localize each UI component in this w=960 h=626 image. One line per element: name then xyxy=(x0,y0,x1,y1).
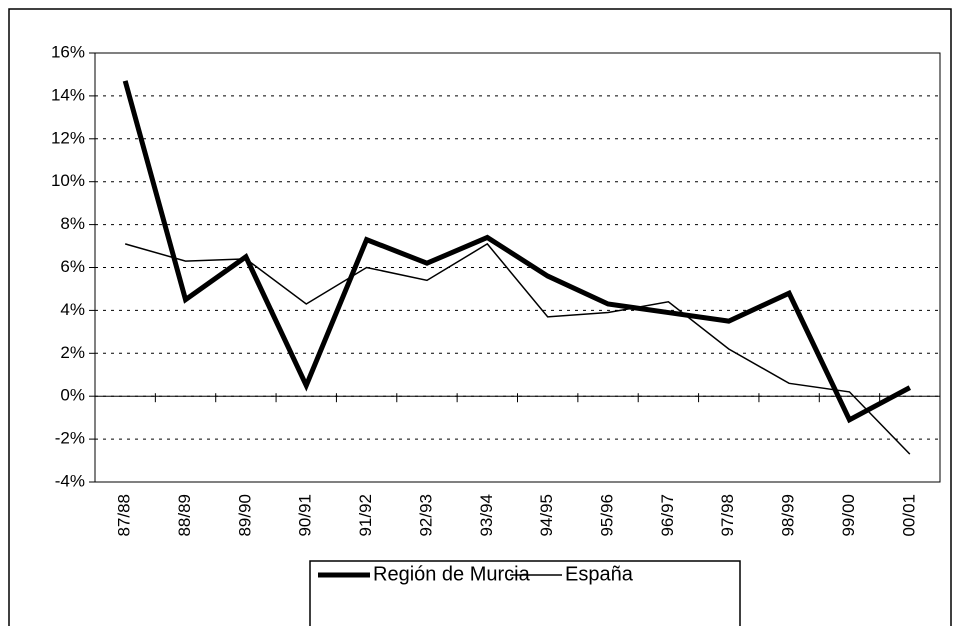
y-tick-label: 4% xyxy=(60,300,85,319)
y-tick-label: 12% xyxy=(51,128,85,147)
x-tick-label: 96/97 xyxy=(658,494,677,537)
series-line xyxy=(124,242,911,455)
legend-label: Región de Murcia xyxy=(373,563,531,585)
x-tick-label: 98/99 xyxy=(779,494,798,537)
legend-label: España xyxy=(565,563,634,585)
y-tick-label: 16% xyxy=(51,42,85,61)
series-line xyxy=(122,80,911,424)
y-tick-label: -4% xyxy=(55,471,85,490)
legend-box xyxy=(309,560,741,626)
x-tick-label: 91/92 xyxy=(356,494,375,537)
x-tick-label: 93/94 xyxy=(477,494,496,537)
y-tick-label: -2% xyxy=(55,429,85,448)
y-tick-label: 10% xyxy=(51,171,85,190)
y-tick-label: 2% xyxy=(60,343,85,362)
x-tick-label: 87/88 xyxy=(115,494,134,537)
y-tick-label: 8% xyxy=(60,214,85,233)
x-tick-label: 99/00 xyxy=(839,494,858,537)
x-tick-label: 95/96 xyxy=(598,494,617,537)
x-tick-label: 00/01 xyxy=(899,494,918,537)
x-tick-label: 94/95 xyxy=(537,494,556,537)
y-tick-label: 6% xyxy=(60,257,85,276)
chart-frame xyxy=(8,8,952,626)
x-tick-label: 90/91 xyxy=(296,494,315,537)
x-tick-label: 92/93 xyxy=(416,494,435,537)
x-tick-label: 89/90 xyxy=(235,494,254,537)
x-tick-label: 97/98 xyxy=(718,494,737,537)
y-tick-label: 14% xyxy=(51,85,85,104)
x-tick-label: 88/89 xyxy=(175,494,194,537)
plot-area xyxy=(94,52,941,483)
y-tick-label: 0% xyxy=(60,386,85,405)
